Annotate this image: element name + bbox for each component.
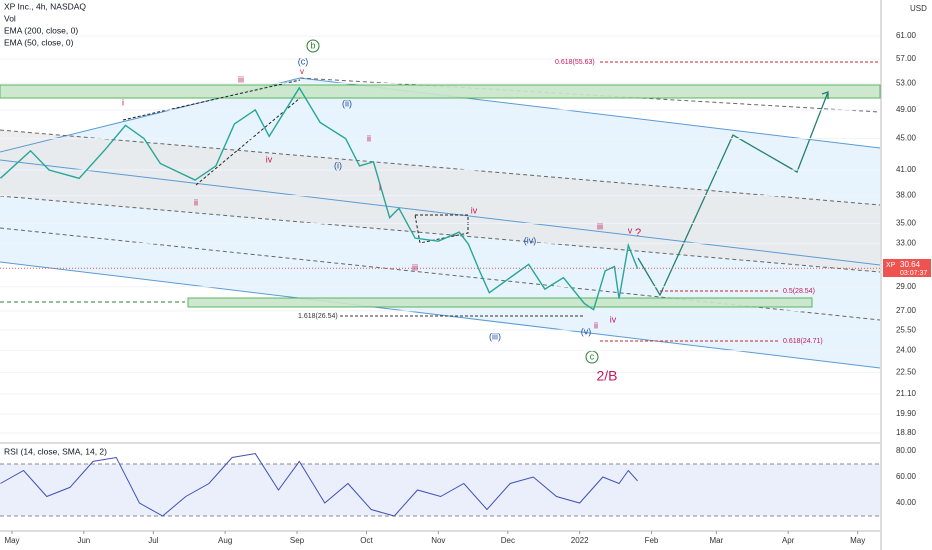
countdown: 03:07:37 xyxy=(900,270,927,277)
wave-label: iv xyxy=(471,205,478,215)
wave-label: ii xyxy=(367,133,371,143)
rsi-tick-label: 80.00 xyxy=(896,446,917,455)
price-tick-label: 18.80 xyxy=(896,428,917,437)
wave-label: i xyxy=(379,182,381,192)
rsi-title: RSI (14, close, SMA, 14, 2) xyxy=(4,446,107,456)
wave-label: 2/B xyxy=(596,368,617,384)
price-tick-label: 61.00 xyxy=(896,31,917,40)
price-tick-label: 25.50 xyxy=(896,325,917,334)
wave-label: iii xyxy=(597,221,603,231)
wave-label: ii xyxy=(594,320,598,330)
price-tick-label: 45.00 xyxy=(896,134,917,143)
wave-label: (ii) xyxy=(342,98,352,108)
demand-zone xyxy=(187,297,813,308)
channel-mid xyxy=(0,159,881,266)
wave-label: i xyxy=(122,97,124,107)
last-price-symbol: XP xyxy=(886,262,896,269)
supply-zone xyxy=(0,84,881,99)
price-tick-label: 24.00 xyxy=(896,346,917,355)
price-tick-label: 49.00 xyxy=(896,105,917,114)
wave-label: ii xyxy=(194,197,198,207)
wave-label: iv xyxy=(610,314,617,324)
price-tick-label: 53.00 xyxy=(896,79,917,88)
price-tick-label: 57.00 xyxy=(896,54,917,63)
rsi-line xyxy=(0,453,638,517)
wave-label: (c) xyxy=(298,56,309,66)
time-tick-label: Dec xyxy=(501,536,515,545)
fib-label: 0.618(24.71) xyxy=(783,338,823,345)
price-tick-label: 19.90 xyxy=(896,409,917,418)
wave-label: ? xyxy=(635,227,641,239)
price-tick-label: 22.50 xyxy=(896,368,917,377)
time-tick-label: Jun xyxy=(77,536,90,545)
wave-label: (iv) xyxy=(524,235,537,245)
price-tick-label: 29.00 xyxy=(896,282,917,291)
rsi-tick-label: 40.00 xyxy=(896,498,917,507)
wave-label: b xyxy=(310,40,315,50)
price-tick-label: 41.00 xyxy=(896,165,917,174)
wave-label: (v) xyxy=(581,326,592,336)
fib-label: 0.5(28.54) xyxy=(783,288,815,295)
wave-label: v xyxy=(300,67,304,76)
indicator: Vol xyxy=(4,13,16,23)
wave-label: iii xyxy=(412,262,418,272)
time-tick-label: Mar xyxy=(709,536,723,545)
time-tick-label: 2022 xyxy=(571,536,589,545)
currency: USD xyxy=(910,4,927,13)
indicator: EMA (200, close, 0) xyxy=(4,25,78,35)
time-tick-label: Jul xyxy=(148,536,158,545)
wave-label: (iii) xyxy=(489,331,501,341)
indicator: EMA (50, close, 0) xyxy=(4,37,74,47)
triangle xyxy=(414,214,469,244)
wedge-line xyxy=(122,79,301,121)
wave-label: c xyxy=(590,351,595,361)
wave-label: iii xyxy=(238,74,244,84)
symbol: XP Inc., 4h, NASDAQ xyxy=(4,1,86,11)
time-tick-label: Aug xyxy=(218,536,232,545)
wave-circle xyxy=(306,39,320,53)
time-tick-label: Sep xyxy=(290,536,305,545)
rsi-tick-label: 60.00 xyxy=(896,472,917,481)
time-tick-label: May xyxy=(4,536,19,545)
price-tick-label: 27.00 xyxy=(896,306,917,315)
wave-label: v xyxy=(628,225,633,235)
last-price: 30.64 xyxy=(900,260,921,269)
time-tick-label: Apr xyxy=(782,536,795,545)
fib-label: 1.618(26.54) xyxy=(298,313,338,320)
wave-label: (i) xyxy=(334,160,342,170)
time-tick-label: Feb xyxy=(645,536,659,545)
last-price-box xyxy=(883,259,931,277)
wave-label: iv xyxy=(266,154,273,164)
price-tick-label: 35.00 xyxy=(896,218,917,227)
projection-path xyxy=(637,91,829,297)
price-line xyxy=(0,86,639,311)
projection-arrow xyxy=(821,91,829,99)
dashed-line xyxy=(0,195,881,273)
fib-label: 0.618(55.63) xyxy=(555,59,595,66)
time-tick-label: May xyxy=(850,536,865,545)
time-tick-label: Nov xyxy=(431,536,445,545)
time-tick-label: Oct xyxy=(360,536,373,545)
price-tick-label: 21.10 xyxy=(896,389,917,398)
price-tick-label: 38.00 xyxy=(896,191,917,200)
rsi-band xyxy=(0,464,880,516)
price-tick-label: 33.00 xyxy=(896,238,917,247)
